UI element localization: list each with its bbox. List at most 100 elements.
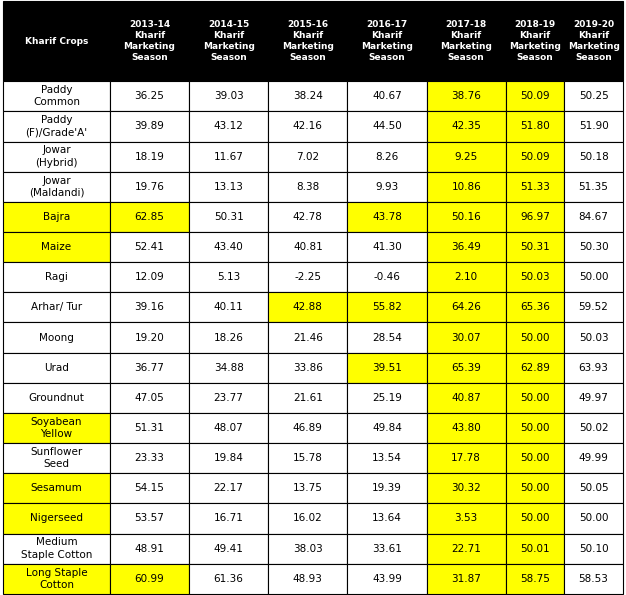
Text: 43.78: 43.78 (372, 212, 402, 222)
Text: 34.88: 34.88 (213, 363, 244, 372)
Bar (110, 443, 189, 473)
Text: 40.67: 40.67 (372, 91, 402, 101)
Text: 13.54: 13.54 (372, 453, 402, 463)
Bar (347, 1, 426, 81)
Text: 39.03: 39.03 (213, 91, 244, 101)
Bar (426, 353, 506, 383)
Bar (3, 232, 110, 262)
Bar (565, 443, 623, 473)
Text: 41.30: 41.30 (372, 242, 402, 252)
Text: Moong: Moong (39, 333, 74, 343)
Text: 43.40: 43.40 (213, 242, 244, 252)
Bar (189, 292, 268, 322)
Bar (426, 232, 506, 262)
Bar (268, 322, 347, 353)
Text: 19.20: 19.20 (135, 333, 165, 343)
Text: 46.89: 46.89 (293, 423, 323, 433)
Bar (347, 171, 426, 202)
Bar (426, 503, 506, 534)
Text: 36.49: 36.49 (451, 242, 481, 252)
Text: 15.78: 15.78 (293, 453, 323, 463)
Text: 47.05: 47.05 (135, 393, 165, 403)
Text: Sunflower
Seed: Sunflower Seed (31, 447, 83, 469)
Bar (347, 142, 426, 171)
Bar (426, 111, 506, 142)
Text: 13.75: 13.75 (293, 483, 323, 493)
Text: 58.75: 58.75 (520, 574, 550, 584)
Text: 84.67: 84.67 (578, 212, 608, 222)
Bar (565, 534, 623, 563)
Text: 51.35: 51.35 (578, 181, 608, 192)
Text: 43.99: 43.99 (372, 574, 402, 584)
Text: Medium
Staple Cotton: Medium Staple Cotton (21, 537, 92, 560)
Text: 33.86: 33.86 (293, 363, 323, 372)
Bar (110, 534, 189, 563)
Bar (506, 353, 565, 383)
Text: 49.84: 49.84 (372, 423, 402, 433)
Bar (565, 81, 623, 111)
Text: 21.61: 21.61 (293, 393, 323, 403)
Text: Ragi: Ragi (45, 272, 68, 282)
Text: 42.16: 42.16 (293, 121, 323, 131)
Bar (347, 292, 426, 322)
Bar (3, 111, 110, 142)
Text: 50.09: 50.09 (520, 152, 550, 162)
Text: 23.33: 23.33 (135, 453, 165, 463)
Bar (426, 534, 506, 563)
Text: 50.00: 50.00 (520, 393, 550, 403)
Text: 49.99: 49.99 (578, 453, 608, 463)
Bar (3, 142, 110, 171)
Text: 16.71: 16.71 (213, 513, 244, 524)
Bar (506, 142, 565, 171)
Text: 40.87: 40.87 (451, 393, 481, 403)
Bar (3, 443, 110, 473)
Bar (3, 383, 110, 413)
Bar (3, 1, 110, 81)
Text: Jowar
(Hybrid): Jowar (Hybrid) (35, 145, 78, 168)
Text: 50.03: 50.03 (520, 272, 550, 282)
Text: 7.02: 7.02 (296, 152, 319, 162)
Text: 50.00: 50.00 (520, 333, 550, 343)
Text: 65.39: 65.39 (451, 363, 481, 372)
Bar (268, 443, 347, 473)
Bar (426, 292, 506, 322)
Text: Kharif Crops: Kharif Crops (25, 37, 88, 46)
Bar (189, 383, 268, 413)
Text: 61.36: 61.36 (213, 574, 244, 584)
Bar (110, 171, 189, 202)
Text: 3.53: 3.53 (454, 513, 478, 524)
Text: 42.78: 42.78 (293, 212, 323, 222)
Bar (110, 202, 189, 232)
Bar (506, 232, 565, 262)
Text: -0.46: -0.46 (374, 272, 401, 282)
Bar (189, 322, 268, 353)
Text: -2.25: -2.25 (294, 272, 321, 282)
Text: 2019-20
Kharif
Marketing
Season: 2019-20 Kharif Marketing Season (568, 20, 620, 62)
Text: 36.77: 36.77 (135, 363, 165, 372)
Bar (189, 111, 268, 142)
Text: 2017-18
Kharif
Marketing
Season: 2017-18 Kharif Marketing Season (440, 20, 492, 62)
Text: 62.85: 62.85 (135, 212, 165, 222)
Bar (506, 413, 565, 443)
Text: 12.09: 12.09 (135, 272, 165, 282)
Text: 13.13: 13.13 (213, 181, 244, 192)
Bar (426, 1, 506, 81)
Text: 50.31: 50.31 (520, 242, 550, 252)
Text: 19.84: 19.84 (213, 453, 244, 463)
Text: 11.67: 11.67 (213, 152, 244, 162)
Bar (347, 232, 426, 262)
Bar (268, 142, 347, 171)
Text: 42.88: 42.88 (293, 302, 323, 312)
Bar (347, 503, 426, 534)
Text: 51.33: 51.33 (520, 181, 550, 192)
Text: 39.89: 39.89 (135, 121, 165, 131)
Bar (426, 383, 506, 413)
Text: Sesamum: Sesamum (31, 483, 83, 493)
Text: 30.07: 30.07 (451, 333, 481, 343)
Bar (268, 534, 347, 563)
Bar (110, 111, 189, 142)
Bar (347, 81, 426, 111)
Text: 96.97: 96.97 (520, 212, 550, 222)
Text: Bajra: Bajra (43, 212, 70, 222)
Bar (426, 473, 506, 503)
